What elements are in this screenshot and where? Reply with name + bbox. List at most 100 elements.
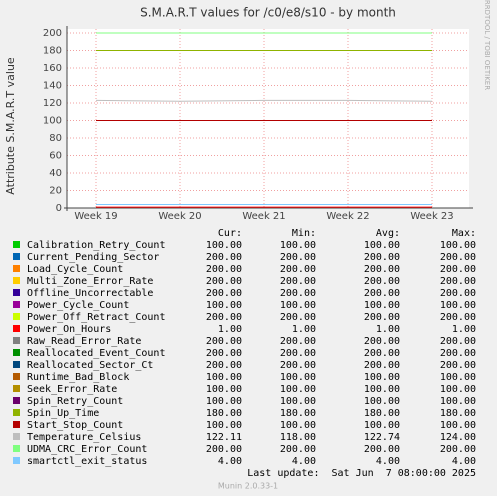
legend-stat: 180.00 — [440, 408, 476, 419]
legend-stat: 1.00 — [218, 324, 242, 335]
legend-stat: 4.00 — [218, 456, 242, 467]
legend-stat: 200.00 — [280, 348, 316, 359]
legend-label: Start_Stop_Count — [27, 420, 123, 431]
legend-stat: 100.00 — [364, 300, 400, 311]
legend-label: Runtime_Bad_Block — [27, 372, 129, 383]
legend-stat: 200.00 — [280, 360, 316, 371]
legend-stat: 100.00 — [364, 396, 400, 407]
legend-stat: 100.00 — [280, 420, 316, 431]
legend-stat: 4.00 — [292, 456, 316, 467]
column-header: Cur: — [218, 228, 242, 239]
legend-stat: 200.00 — [364, 336, 400, 347]
legend-label: Power_On_Hours — [27, 324, 111, 335]
legend-stat: 200.00 — [364, 312, 400, 323]
legend-swatch — [13, 313, 20, 320]
legend-stat: 100.00 — [280, 384, 316, 395]
legend-label: smartctl_exit_status — [27, 456, 147, 467]
last-update: Last update: Sat Jun 7 08:00:00 2025 — [247, 468, 476, 479]
legend-stat: 200.00 — [280, 444, 316, 455]
legend-stat: 100.00 — [440, 396, 476, 407]
legend-label: Spin_Retry_Count — [27, 396, 123, 407]
legend-stat: 200.00 — [280, 312, 316, 323]
legend-swatch — [13, 277, 20, 284]
y-tick-label: 100 — [43, 116, 62, 127]
chart-title: S.M.A.R.T values for /c0/e8/s10 - by mon… — [140, 6, 396, 20]
legend-stat: 200.00 — [280, 252, 316, 263]
legend-stat: 200.00 — [206, 444, 242, 455]
legend-label: Calibration_Retry_Count — [27, 240, 165, 251]
y-tick-label: 200 — [43, 28, 62, 39]
legend-swatch — [13, 397, 20, 404]
legend-label: Seek_Error_Rate — [27, 384, 117, 395]
legend-label: Offline_Uncorrectable — [27, 288, 153, 299]
legend-stat: 100.00 — [364, 420, 400, 431]
legend-stat: 100.00 — [440, 420, 476, 431]
legend-stat: 200.00 — [364, 252, 400, 263]
legend-stat: 200.00 — [440, 288, 476, 299]
legend-swatch — [13, 445, 20, 452]
legend-stat: 200.00 — [364, 360, 400, 371]
legend-stat: 1.00 — [376, 324, 400, 335]
legend-stat: 200.00 — [440, 360, 476, 371]
legend-stat: 180.00 — [364, 408, 400, 419]
legend-stat: 200.00 — [280, 288, 316, 299]
y-tick-label: 20 — [49, 186, 62, 197]
series-line — [95, 99, 433, 102]
legend-swatch — [13, 457, 20, 464]
y-tick-label: 180 — [43, 46, 62, 57]
legend-stat: 200.00 — [206, 252, 242, 263]
legend-swatch — [13, 349, 20, 356]
legend-swatch — [13, 337, 20, 344]
y-tick-label: 60 — [49, 151, 62, 162]
legend-swatch — [13, 421, 20, 428]
legend-stat: 200.00 — [206, 288, 242, 299]
legend-swatch — [13, 385, 20, 392]
legend-stat: 180.00 — [206, 408, 242, 419]
legend-swatch — [13, 409, 20, 416]
legend-stat: 100.00 — [364, 384, 400, 395]
column-header: Min: — [292, 228, 316, 239]
legend-stat: 200.00 — [440, 336, 476, 347]
legend-stat: 200.00 — [280, 264, 316, 275]
legend-swatch — [13, 253, 20, 260]
x-tick-label: Week 21 — [242, 211, 285, 222]
legend-swatch — [13, 241, 20, 248]
legend-stat: 100.00 — [364, 240, 400, 251]
y-tick-label: 40 — [49, 168, 62, 179]
legend-label: Load_Cycle_Count — [27, 264, 123, 275]
column-header: Avg: — [376, 228, 400, 239]
y-tick-label: 80 — [49, 133, 62, 144]
legend-stat: 100.00 — [206, 384, 242, 395]
legend-stat: 200.00 — [364, 264, 400, 275]
legend-stat: 200.00 — [206, 360, 242, 371]
legend-stat: 100.00 — [440, 384, 476, 395]
plot-area — [67, 29, 469, 208]
legend-swatch — [13, 325, 20, 332]
legend-stat: 200.00 — [364, 348, 400, 359]
legend-stat: 100.00 — [440, 240, 476, 251]
legend-stat: 200.00 — [206, 276, 242, 287]
legend-swatch — [13, 289, 20, 296]
x-tick-label: Week 20 — [158, 211, 201, 222]
legend-stat: 200.00 — [440, 312, 476, 323]
legend-stat: 200.00 — [440, 348, 476, 359]
legend-label: UDMA_CRC_Error_Count — [27, 444, 147, 455]
legend-label: Current_Pending_Sector — [27, 252, 159, 263]
y-tick-label: 0 — [56, 203, 62, 214]
legend-stat: 180.00 — [280, 408, 316, 419]
legend-stat: 200.00 — [440, 444, 476, 455]
legend-stat: 100.00 — [206, 420, 242, 431]
legend-stat: 100.00 — [206, 372, 242, 383]
legend-label: Spin_Up_Time — [27, 408, 99, 419]
x-tick-label: Week 22 — [326, 211, 369, 222]
legend-stat: 200.00 — [280, 276, 316, 287]
y-axis-label: Attribute S.M.A.R.T value — [4, 57, 17, 195]
legend-stat: 200.00 — [206, 336, 242, 347]
legend-stat: 1.00 — [292, 324, 316, 335]
legend-stat: 200.00 — [364, 288, 400, 299]
y-tick-label: 120 — [43, 98, 62, 109]
legend-stat: 200.00 — [440, 264, 476, 275]
side-label: RRDTOOL / TOBI OETIKER — [483, 0, 491, 90]
legend-stat: 124.00 — [440, 432, 476, 443]
x-tick-label: Week 23 — [410, 211, 453, 222]
